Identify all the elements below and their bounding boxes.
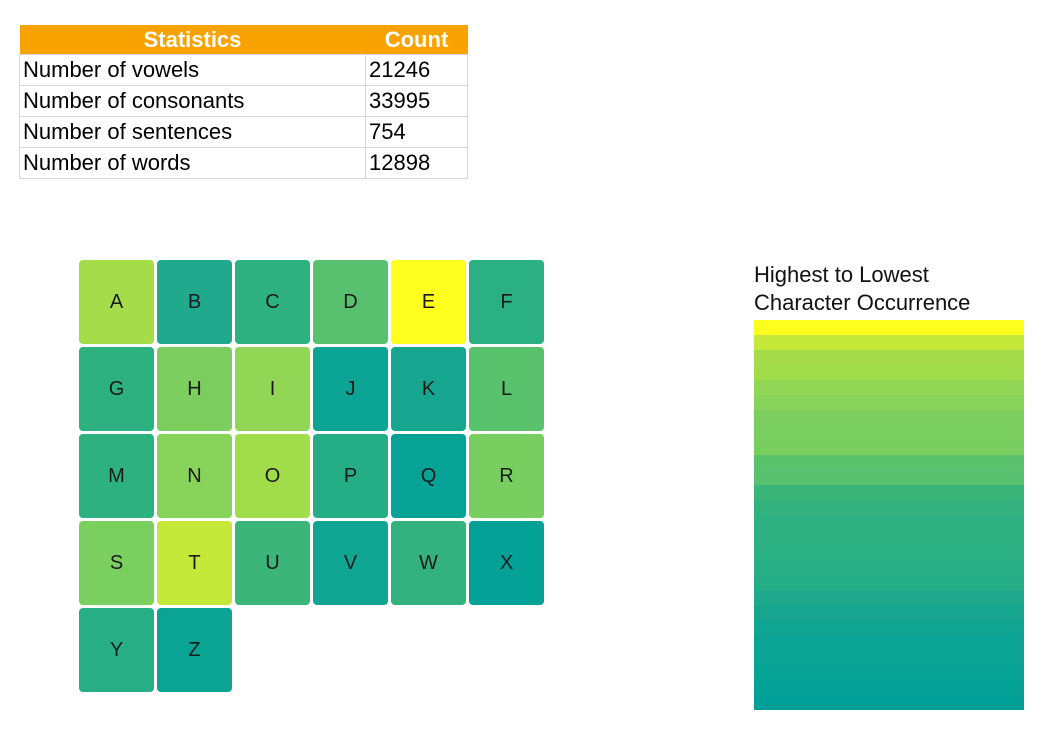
letter-tile-x: X	[469, 521, 544, 605]
letter-tile-label: O	[264, 464, 281, 487]
letter-tile-label: I	[269, 377, 276, 400]
letter-tile-label: N	[187, 464, 202, 487]
legend-band	[754, 575, 1024, 590]
legend-band	[754, 560, 1024, 575]
legend-band	[754, 395, 1024, 410]
header-count: Count	[365, 25, 468, 55]
legend-band	[754, 380, 1024, 395]
letter-tile-label: R	[499, 464, 514, 487]
letter-tile-q: Q	[391, 434, 466, 518]
letter-tile-label: A	[109, 290, 124, 313]
legend-band	[754, 470, 1024, 485]
letter-tile-f: F	[469, 260, 544, 344]
legend-band	[754, 695, 1024, 710]
letter-tile-label: H	[187, 377, 202, 400]
stat-label: Number of words	[19, 147, 366, 179]
letter-tile-label: J	[345, 377, 356, 400]
legend-band	[754, 665, 1024, 680]
legend-band	[754, 620, 1024, 635]
letter-tile-label: K	[421, 377, 436, 400]
letter-tile-o: O	[235, 434, 310, 518]
legend-band	[754, 440, 1024, 455]
legend-band	[754, 590, 1024, 605]
letter-tile-i: I	[235, 347, 310, 431]
letter-tile-e: E	[391, 260, 466, 344]
legend-title: Highest to Lowest Character Occurrence	[754, 261, 970, 317]
letter-tile-c: C	[235, 260, 310, 344]
table-header-row: Statistics Count	[19, 25, 468, 55]
table-row: Number of words 12898	[19, 147, 468, 179]
table-row: Number of consonants 33995	[19, 85, 468, 117]
legend-band	[754, 320, 1024, 335]
letter-tile-h: H	[157, 347, 232, 431]
header-statistics: Statistics	[19, 25, 366, 55]
letter-tile-label: C	[265, 290, 280, 313]
letter-tile-u: U	[235, 521, 310, 605]
legend-band	[754, 680, 1024, 695]
letter-tile-label: X	[499, 551, 514, 574]
letter-tile-label: F	[500, 290, 513, 313]
letter-tile-label: Y	[109, 638, 124, 661]
table-row: Number of vowels 21246	[19, 54, 468, 86]
letter-tile-b: B	[157, 260, 232, 344]
letter-tile-label: B	[187, 290, 202, 313]
legend-band	[754, 410, 1024, 425]
letter-tile-label: W	[419, 551, 438, 574]
letter-tile-j: J	[313, 347, 388, 431]
letter-tile-y: Y	[79, 608, 154, 692]
letter-tile-g: G	[79, 347, 154, 431]
letter-tile-label: Z	[188, 638, 201, 661]
letter-tile-label: U	[265, 551, 280, 574]
letter-tile-w: W	[391, 521, 466, 605]
table-row: Number of sentences 754	[19, 116, 468, 148]
letter-tile-r: R	[469, 434, 544, 518]
letter-tile-label: T	[188, 551, 201, 574]
legend-band	[754, 545, 1024, 560]
stat-label: Number of vowels	[19, 54, 366, 86]
letter-tile-n: N	[157, 434, 232, 518]
legend-band	[754, 485, 1024, 500]
letter-tile-label: V	[343, 551, 358, 574]
stat-label: Number of sentences	[19, 116, 366, 148]
letter-tile-d: D	[313, 260, 388, 344]
letter-tile-v: V	[313, 521, 388, 605]
letter-tile-label: Q	[420, 464, 437, 487]
legend-band	[754, 365, 1024, 380]
letter-tile-label: L	[500, 377, 513, 400]
letter-tile-label: E	[421, 290, 436, 313]
letter-tile-a: A	[79, 260, 154, 344]
letter-tile-m: M	[79, 434, 154, 518]
letter-tile-t: T	[157, 521, 232, 605]
letter-tile-k: K	[391, 347, 466, 431]
statistics-table: Statistics Count Number of vowels 21246 …	[19, 25, 468, 179]
letter-tile-label: G	[108, 377, 125, 400]
legend-band	[754, 605, 1024, 620]
stat-label: Number of consonants	[19, 85, 366, 117]
legend-gradient-bar	[754, 320, 1024, 710]
legend-band	[754, 635, 1024, 650]
letter-tile-label: P	[343, 464, 358, 487]
legend-band	[754, 515, 1024, 530]
legend-title-line-2: Character Occurrence	[754, 290, 971, 315]
legend-band	[754, 425, 1024, 440]
letter-tile-p: P	[313, 434, 388, 518]
legend-band	[754, 335, 1024, 350]
stat-value: 33995	[365, 85, 468, 117]
stat-value: 12898	[365, 147, 468, 179]
stat-value: 754	[365, 116, 468, 148]
legend-band	[754, 530, 1024, 545]
letter-tile-label: M	[108, 464, 125, 487]
legend-band	[754, 350, 1024, 365]
stat-value: 21246	[365, 54, 468, 86]
legend-band	[754, 500, 1024, 515]
letter-tile-l: L	[469, 347, 544, 431]
legend-title-line-1: Highest to Lowest	[754, 262, 929, 287]
legend-band	[754, 455, 1024, 470]
letter-tile-label: S	[109, 551, 124, 574]
legend-band	[754, 650, 1024, 665]
letter-tile-s: S	[79, 521, 154, 605]
letter-tile-z: Z	[157, 608, 232, 692]
letter-tile-label: D	[343, 290, 358, 313]
